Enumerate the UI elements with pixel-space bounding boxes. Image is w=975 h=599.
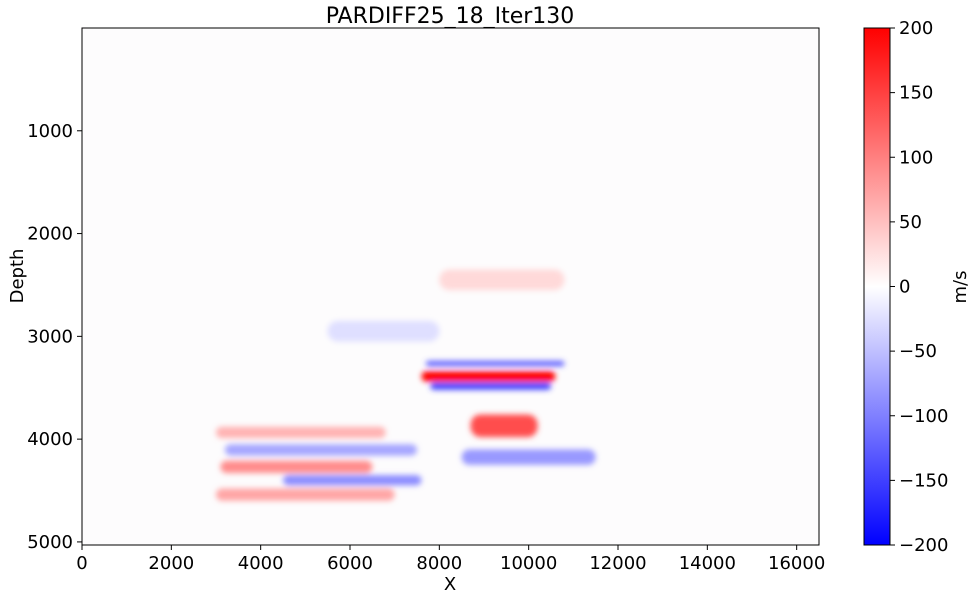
colorbar-tick-label: −200 [899, 535, 948, 556]
colorbar-tick-label: −100 [899, 406, 948, 427]
colorbar-tick-label: −150 [899, 470, 948, 491]
chart-title: PARDIFF25_18_Iter130 [326, 4, 575, 29]
plot-frame [81, 27, 820, 546]
heatmap-feature [421, 371, 556, 382]
x-tick-label: 12000 [589, 553, 646, 574]
y-axis-ticks: 1000 2000 3000 4000 5000 [27, 121, 82, 553]
x-tick-label: 6000 [327, 553, 373, 574]
heatmap-features [216, 269, 596, 501]
heatmap-feature [216, 426, 386, 439]
x-tick-label: 8000 [416, 553, 462, 574]
colorbar-tick-label: 0 [899, 277, 910, 298]
colorbar [863, 27, 891, 546]
colorbar-tick-label: 50 [899, 212, 922, 233]
colorbar-label: m/s [950, 271, 971, 304]
colorbar-ticks: 200 150 100 50 0 −50 −100 −150 −200 [890, 18, 948, 556]
colorbar-tick-label: 200 [899, 18, 933, 39]
heatmap-feature [327, 320, 440, 342]
y-tick-label: 1000 [27, 121, 73, 142]
y-tick-label: 4000 [27, 429, 73, 450]
heatmap-feature [216, 488, 395, 501]
y-tick-label: 3000 [27, 326, 73, 347]
x-axis-ticks: 0 2000 4000 6000 8000 10000 12000 14000 16000 [76, 545, 825, 574]
x-tick-label: 0 [76, 553, 87, 574]
heatmap-feature [470, 414, 538, 438]
heatmap-feature [439, 269, 565, 291]
x-tick-label: 2000 [148, 553, 194, 574]
y-tick-label: 2000 [27, 224, 73, 245]
x-tick-label: 16000 [768, 553, 825, 574]
colorbar-tick-label: 100 [899, 147, 933, 168]
x-tick-label: 14000 [679, 553, 736, 574]
x-tick-label: 4000 [238, 553, 284, 574]
heatmap-feature [430, 382, 551, 390]
x-tick-label: 10000 [500, 553, 557, 574]
heatmap-feature [461, 449, 596, 465]
x-axis-label: X [444, 574, 456, 595]
heatmap-feature [224, 444, 417, 456]
heatmap-feature [425, 361, 565, 367]
colorbar-tick-label: 150 [899, 83, 933, 104]
heatmap-feature [283, 475, 422, 486]
y-tick-label: 5000 [27, 532, 73, 553]
heatmap-feature [220, 460, 373, 474]
colorbar-tick-label: −50 [899, 341, 937, 362]
y-axis-label: Depth [7, 249, 28, 304]
